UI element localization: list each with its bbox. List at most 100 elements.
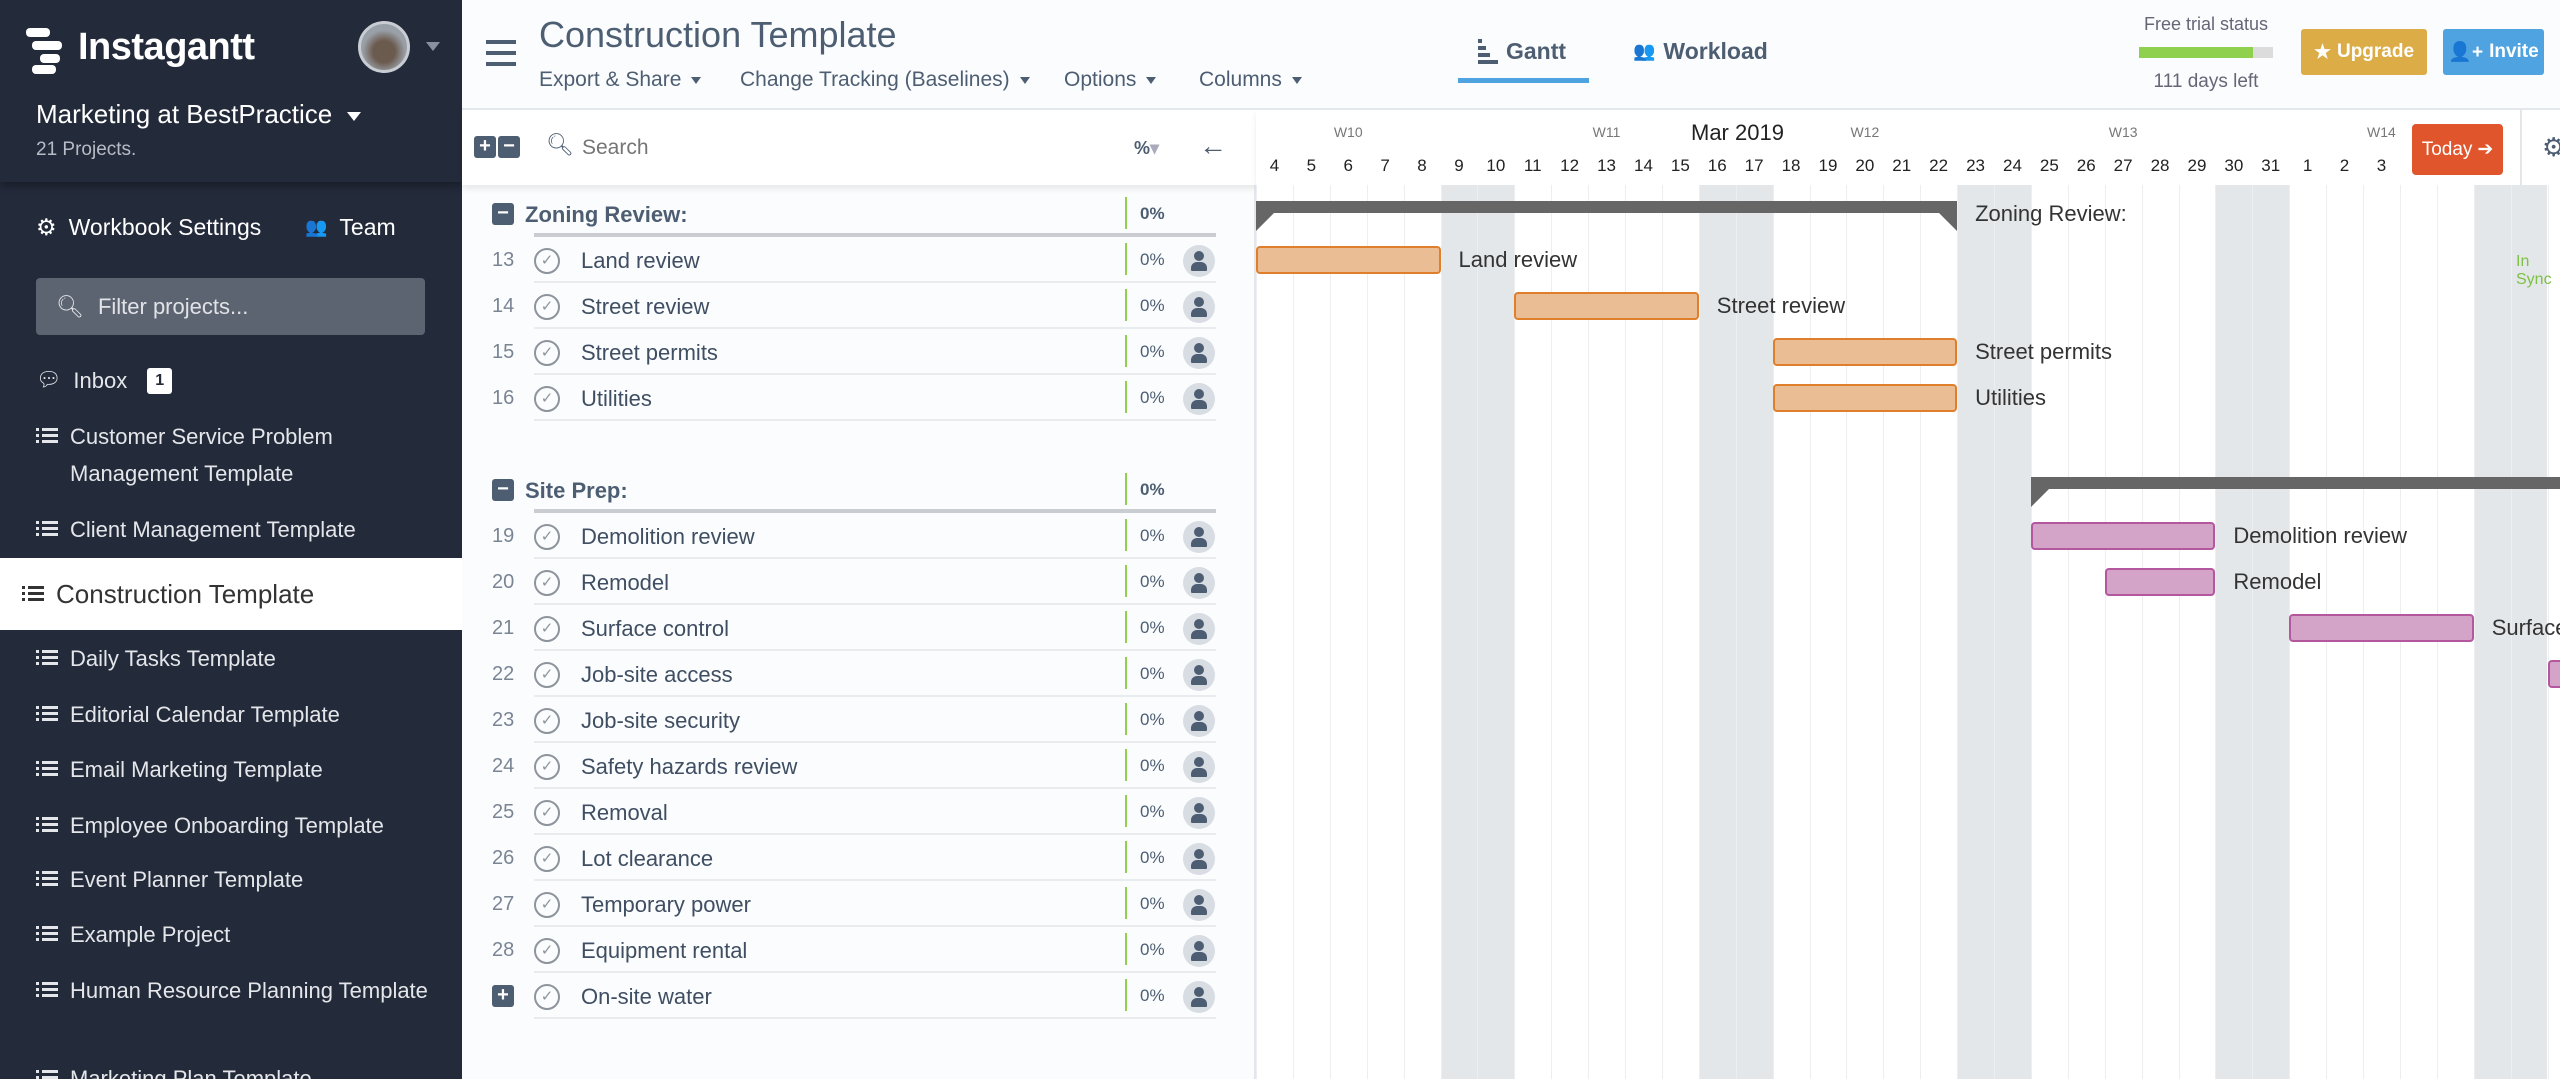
assignee-avatar-icon[interactable] [1183, 337, 1215, 369]
task-name[interactable]: Temporary power [581, 892, 751, 917]
assignee-avatar-icon[interactable] [1183, 521, 1215, 553]
sidebar-item-project[interactable]: Email Marketing Template [36, 751, 436, 788]
complete-checkbox-icon[interactable]: ✓ [534, 386, 560, 412]
expand-subtasks-icon[interactable]: + [492, 985, 514, 1007]
task-row[interactable]: 14 ✓ Street review 0% [462, 283, 1254, 329]
complete-checkbox-icon[interactable]: ✓ [534, 708, 560, 734]
task-name[interactable]: Job-site security [581, 708, 740, 733]
complete-checkbox-icon[interactable]: ✓ [534, 754, 560, 780]
sidebar-item-project[interactable]: Employee Onboarding Template [36, 807, 436, 844]
task-name[interactable]: Safety hazards review [581, 754, 798, 779]
task-bar[interactable] [2289, 614, 2474, 642]
task-name[interactable]: Lot clearance [581, 846, 714, 871]
percent-column-header[interactable]: %▾ [1134, 138, 1159, 159]
today-button[interactable]: Today ➔ [2412, 124, 2503, 175]
assignee-avatar-icon[interactable] [1183, 383, 1215, 415]
complete-checkbox-icon[interactable]: ✓ [534, 662, 560, 688]
sidebar-item-project[interactable]: Editorial Calendar Template [36, 696, 436, 733]
sidebar-item-project[interactable]: Customer Service Problem Management Temp… [36, 418, 436, 492]
sidebar-item-project[interactable]: Daily Tasks Template [36, 640, 436, 677]
complete-checkbox-icon[interactable]: ✓ [534, 938, 560, 964]
gear-icon[interactable]: ⚙ [2542, 132, 2560, 162]
team-link[interactable]: 👥 Team [305, 214, 396, 241]
task-name[interactable]: Utilities [581, 386, 652, 411]
task-name[interactable]: Street review [581, 294, 710, 319]
assignee-avatar-icon[interactable] [1183, 567, 1215, 599]
task-row[interactable]: 20 ✓ Remodel 0% [462, 559, 1254, 605]
task-row[interactable]: 26 ✓ Lot clearance 0% [462, 835, 1254, 881]
user-avatar[interactable] [358, 21, 410, 73]
complete-checkbox-icon[interactable]: ✓ [534, 248, 560, 274]
task-name[interactable]: Land review [581, 248, 700, 273]
summary-bar[interactable] [1256, 201, 1958, 231]
complete-checkbox-icon[interactable]: ✓ [534, 892, 560, 918]
assignee-avatar-icon[interactable] [1183, 843, 1215, 875]
menu-columns[interactable]: Columns [1199, 68, 1302, 92]
task-bar[interactable] [1256, 246, 1441, 274]
group-row[interactable]: − Zoning Review: 0% [462, 191, 1254, 237]
task-bar[interactable] [1514, 292, 1699, 320]
collapse-all-icon[interactable]: − [498, 136, 520, 158]
task-name[interactable]: Demolition review [581, 524, 755, 549]
menu-change-tracking[interactable]: Change Tracking (Baselines) [740, 68, 1030, 92]
workbook-settings-link[interactable]: ⚙ Workbook Settings [36, 214, 261, 241]
sidebar-item-project[interactable]: Marketing Plan Template [36, 1060, 436, 1079]
task-row[interactable]: 24 ✓ Safety hazards review 0% [462, 743, 1254, 789]
assignee-avatar-icon[interactable] [1183, 245, 1215, 277]
assignee-avatar-icon[interactable] [1183, 889, 1215, 921]
menu-options[interactable]: Options [1064, 68, 1157, 92]
complete-checkbox-icon[interactable]: ✓ [534, 616, 560, 642]
assignee-avatar-icon[interactable] [1183, 705, 1215, 737]
task-name[interactable]: Removal [581, 800, 668, 825]
upgrade-button[interactable]: ★ Upgrade [2301, 29, 2427, 75]
task-bar[interactable] [1772, 384, 1958, 412]
task-row[interactable]: 28 ✓ Equipment rental 0% [462, 927, 1254, 973]
assignee-avatar-icon[interactable] [1183, 751, 1215, 783]
task-name[interactable]: Street permits [581, 340, 718, 365]
group-name[interactable]: Zoning Review: [525, 202, 688, 227]
group-name[interactable]: Site Prep: [525, 478, 628, 503]
task-row[interactable]: 22 ✓ Job-site access 0% [462, 651, 1254, 697]
task-name[interactable]: Job-site access [581, 662, 733, 687]
invite-button[interactable]: 👤+ Invite [2443, 29, 2544, 75]
sidebar-item-inbox[interactable]: 💬︎ Inbox 1 [36, 362, 436, 399]
collapse-group-icon[interactable]: − [492, 203, 514, 225]
sidebar-item-project[interactable]: Human Resource Planning Template [36, 972, 436, 1009]
task-name[interactable]: Remodel [581, 570, 670, 595]
task-search-input[interactable] [582, 130, 882, 166]
menu-export-share[interactable]: Export & Share [539, 68, 702, 92]
workspace-switcher[interactable]: Marketing at BestPractice [36, 99, 362, 130]
sidebar-item-project[interactable]: Construction Template [22, 576, 422, 613]
task-row[interactable]: 25 ✓ Removal 0% [462, 789, 1254, 835]
complete-checkbox-icon[interactable]: ✓ [534, 294, 560, 320]
task-row[interactable]: + ✓ On-site water 0% [462, 973, 1254, 1019]
complete-checkbox-icon[interactable]: ✓ [534, 846, 560, 872]
hamburger-menu-icon[interactable] [486, 40, 516, 66]
task-row[interactable]: 23 ✓ Job-site security 0% [462, 697, 1254, 743]
assignee-avatar-icon[interactable] [1183, 935, 1215, 967]
complete-checkbox-icon[interactable]: ✓ [534, 524, 560, 550]
summary-bar[interactable] [2030, 477, 2560, 507]
sidebar-item-project[interactable]: Event Planner Template [36, 861, 436, 898]
filter-projects-input[interactable]: 🔍︎ Filter projects... [36, 278, 425, 335]
complete-checkbox-icon[interactable]: ✓ [534, 800, 560, 826]
assignee-avatar-icon[interactable] [1183, 797, 1215, 829]
assignee-avatar-icon[interactable] [1183, 659, 1215, 691]
complete-checkbox-icon[interactable]: ✓ [534, 570, 560, 596]
expand-all-icon[interactable]: + [474, 136, 496, 158]
task-name[interactable]: Surface control [581, 616, 729, 641]
task-bar[interactable] [2104, 568, 2216, 596]
tab-gantt[interactable]: Gantt [1478, 38, 1566, 65]
assignee-avatar-icon[interactable] [1183, 291, 1215, 323]
task-bar[interactable] [2030, 522, 2216, 550]
task-bar[interactable] [2547, 660, 2560, 688]
complete-checkbox-icon[interactable]: ✓ [534, 340, 560, 366]
assignee-avatar-icon[interactable] [1183, 981, 1215, 1013]
tab-workload[interactable]: 👥 Workload [1633, 38, 1768, 65]
sidebar-item-project[interactable]: Client Management Template [36, 511, 436, 548]
collapse-panel-arrow-icon[interactable]: ← [1199, 130, 1227, 161]
task-row[interactable]: 21 ✓ Surface control 0% [462, 605, 1254, 651]
sidebar-item-project[interactable]: Example Project [36, 916, 436, 953]
task-row[interactable]: 16 ✓ Utilities 0% [462, 375, 1254, 421]
group-row[interactable]: − Site Prep: 0% [462, 467, 1254, 513]
